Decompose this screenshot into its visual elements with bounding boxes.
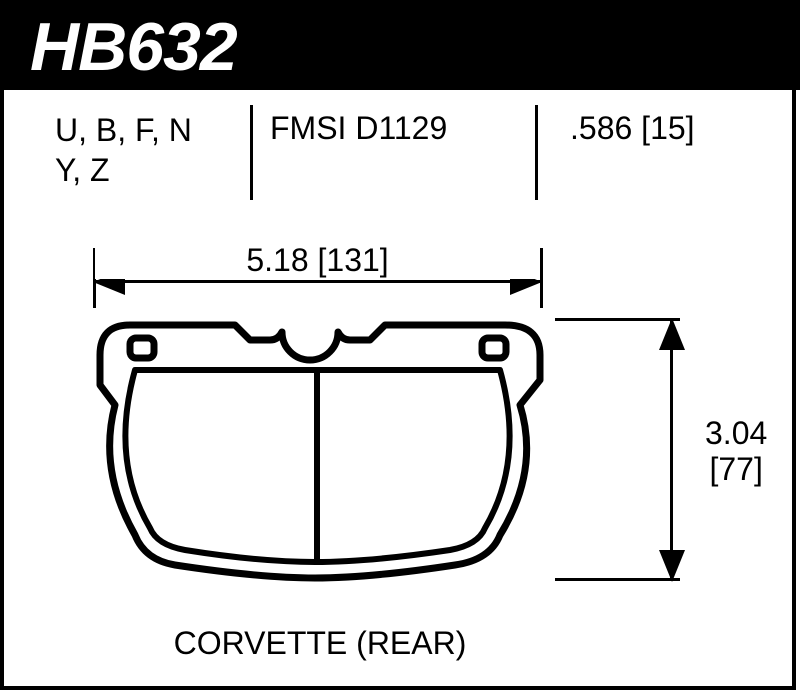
arrow-down-icon [659,550,685,582]
width-label: 5.18 [131] [95,242,540,279]
mount-hole-right [482,338,506,358]
arrow-up-icon [659,318,685,350]
height-in: 3.04 [705,415,767,451]
codes-line2: Y, Z [55,150,192,190]
fmsi-code: FMSI D1129 [270,110,447,147]
height-dim-line [670,320,673,580]
divider-2 [535,105,538,200]
height-mm: [77] [705,451,767,487]
codes-line1: U, B, F, N [55,110,192,150]
width-label-text: 5.18 [131] [234,242,400,278]
divider-1 [250,105,253,200]
product-label: CORVETTE (REAR) [0,625,640,662]
width-dim-line [95,280,540,283]
mount-hole-left [130,338,154,358]
compound-codes: U, B, F, N Y, Z [55,110,192,190]
thickness-value: .586 [15] [570,110,695,147]
brake-pad-outline [90,310,550,590]
part-number: HB632 [30,8,237,86]
info-row: U, B, F, N Y, Z FMSI D1129 .586 [15] [0,110,800,200]
height-label: 3.04 [77] [705,415,767,487]
